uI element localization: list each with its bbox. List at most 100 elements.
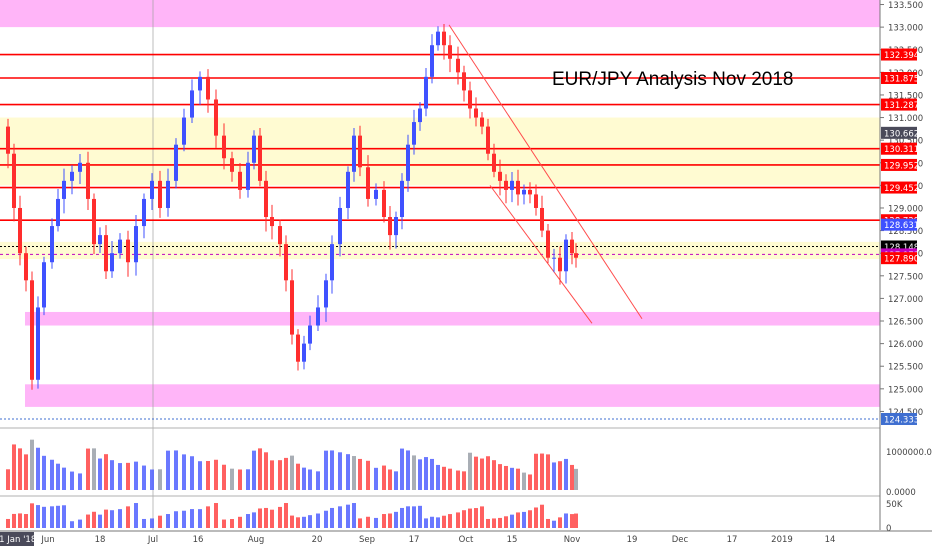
- indicator-bar: [12, 513, 16, 528]
- indicator-bar: [92, 511, 96, 528]
- candle-body: [190, 90, 194, 118]
- volume-bar: [456, 470, 460, 490]
- volume-bar: [546, 454, 550, 490]
- indicator-bar: [510, 514, 514, 528]
- indicator-bar: [230, 519, 234, 528]
- level-price-label: 128.148: [884, 243, 919, 253]
- candle-body: [278, 226, 282, 245]
- indicator-bar: [104, 509, 108, 528]
- candle-body: [570, 239, 574, 254]
- candle-body: [258, 135, 262, 181]
- indicator-bar: [158, 515, 162, 528]
- candle-body: [6, 126, 10, 154]
- level-price-label: 128.631: [884, 221, 919, 231]
- candle-body: [150, 180, 154, 199]
- indicator-bar: [214, 503, 218, 528]
- volume-bar: [400, 448, 404, 490]
- indicator-bar: [400, 507, 404, 528]
- candle-body: [174, 144, 178, 181]
- price-tick-label: 124.500: [888, 408, 923, 418]
- candle-body: [56, 198, 60, 227]
- channel-line: [448, 24, 643, 320]
- horizontal-levels: [0, 53, 880, 420]
- volume-bar: [190, 456, 194, 490]
- indicator-bar: [166, 514, 170, 528]
- candle-body: [430, 45, 434, 77]
- candle-body: [238, 171, 242, 190]
- volume-bar: [516, 468, 520, 490]
- volume-bar: [558, 461, 562, 490]
- volume-bar: [330, 450, 334, 490]
- level-price-label-bg: [881, 126, 917, 139]
- candle-body: [480, 117, 484, 127]
- volume-bar: [214, 459, 218, 490]
- time-tick-label: 16: [193, 535, 204, 545]
- indicator-bar: [330, 507, 334, 528]
- candle-body: [142, 198, 146, 227]
- time-tick-label: 20: [312, 535, 323, 545]
- indicator-bar: [418, 505, 422, 528]
- volume-bar: [442, 466, 446, 490]
- volume-tick-label: 1000000.0000: [886, 448, 932, 458]
- zone-pink: [25, 311, 880, 326]
- volume-bar: [166, 450, 170, 490]
- indicator-bar: [284, 503, 288, 528]
- level-price-label: 130.662: [884, 129, 919, 139]
- level-price-label-bg: [881, 158, 917, 171]
- level-price-label: 131.875: [884, 74, 919, 84]
- candle-body: [206, 76, 210, 100]
- level-price-label: 124.333: [884, 415, 919, 425]
- volume-bar: [424, 457, 428, 490]
- indicator-bar: [412, 506, 416, 528]
- candle-body: [50, 226, 54, 263]
- indicator-layer: [0, 495, 880, 528]
- time-tick-label: Nov: [564, 535, 581, 545]
- price-tick-label: 131.500: [888, 91, 923, 101]
- time-tick-label: 01 Jan '18: [0, 535, 36, 545]
- level-price-label-bg: [881, 48, 917, 61]
- candle-body: [346, 171, 350, 208]
- indicator-bar: [50, 506, 54, 528]
- candle-body: [522, 189, 526, 195]
- volume-bar: [150, 469, 154, 490]
- candle-body: [504, 180, 508, 190]
- level-price-label: 129.952: [884, 161, 919, 171]
- candle-body: [442, 31, 446, 46]
- candle-body: [264, 180, 268, 218]
- candle-body: [486, 126, 490, 154]
- indicator-bar: [474, 508, 478, 528]
- indicator-bar: [296, 517, 300, 528]
- level-price-label-bg: [881, 98, 917, 111]
- time-tick-label: 2019: [771, 535, 793, 545]
- level-price-label: 131.287: [884, 101, 919, 111]
- volume-bar: [468, 452, 472, 490]
- channel-line: [489, 185, 593, 324]
- volume-bar: [174, 450, 178, 490]
- candle-body: [358, 135, 362, 168]
- candles-layer: [6, 23, 578, 390]
- candle-body: [564, 239, 568, 272]
- indicator-bar: [430, 516, 434, 528]
- indicator-bar: [540, 504, 544, 528]
- volume-bar: [528, 474, 532, 490]
- volume-bar: [70, 471, 74, 490]
- volume-bar: [142, 465, 146, 490]
- volume-bar: [86, 448, 90, 490]
- indicator-bar: [270, 509, 274, 528]
- time-tick-label: 17: [727, 535, 738, 545]
- volume-bar: [308, 469, 312, 490]
- indicator-bar: [78, 519, 82, 528]
- candle-body: [558, 257, 562, 272]
- volume-bar: [246, 469, 250, 490]
- indicator-bar: [436, 517, 440, 528]
- time-tick-label: 15: [507, 535, 518, 545]
- candle-body: [400, 180, 404, 218]
- indicator-bar: [406, 506, 410, 528]
- candle-body: [12, 153, 16, 208]
- time-tick-label: 18: [95, 535, 106, 545]
- volume-bar: [56, 463, 60, 490]
- candle-body: [104, 235, 108, 272]
- indicator-bar: [278, 506, 282, 528]
